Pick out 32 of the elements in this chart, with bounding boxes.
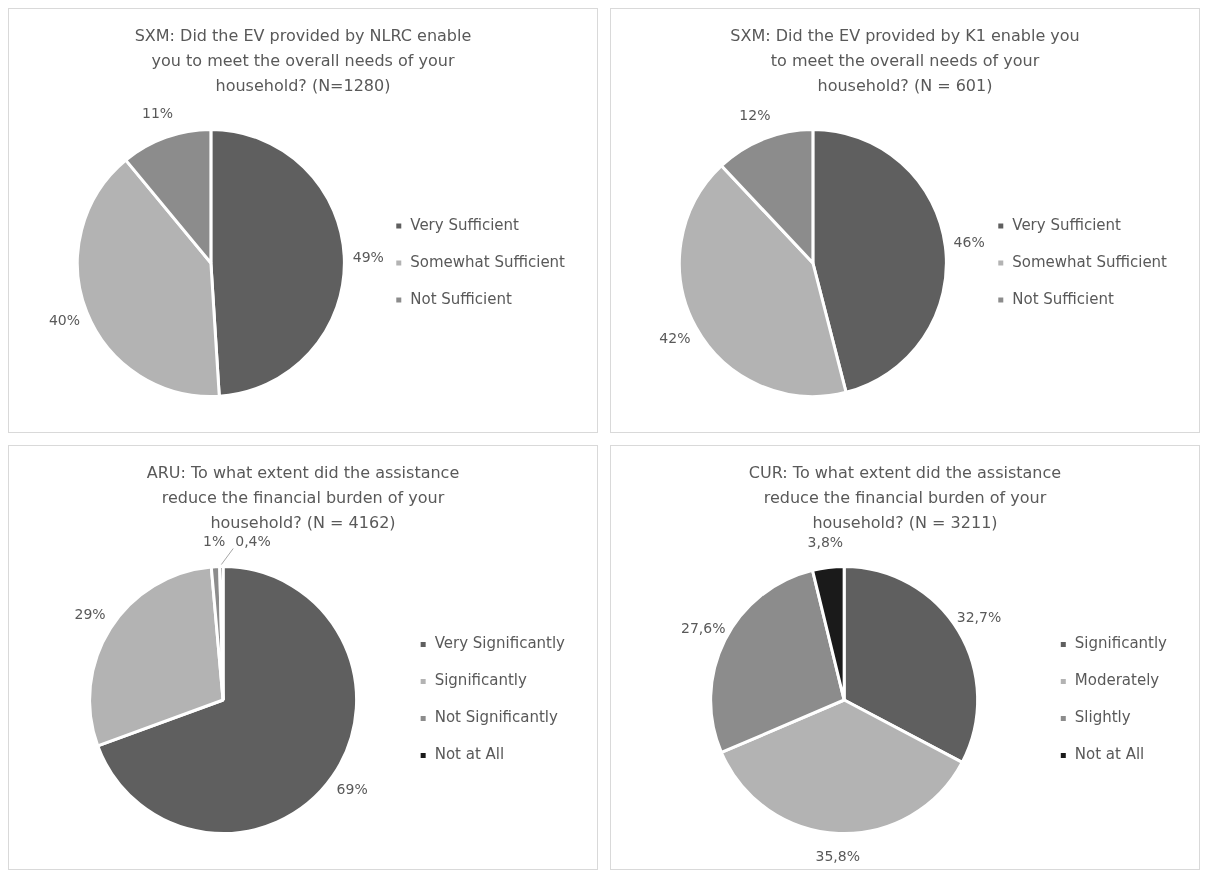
data-label: 35,8% [815,848,860,865]
data-label: 40% [48,311,81,328]
legend-label: Slightly [1074,708,1131,727]
legend-label: Significantly [434,671,527,690]
legend-label: Very Sufficient [410,215,520,234]
data-label: 3,8% [807,534,844,551]
data-label: 49% [352,248,384,265]
data-label: 42% [659,329,691,346]
legend-label: Somewhat Sufficient [410,252,566,271]
data-label: 27,6% [681,620,726,637]
chart-title: ARU: To what extent did the assistance reduce the financial burden of your household? (N = 4162) [145,462,461,534]
legend-label: Not at All [1074,745,1145,764]
legend-label: Very Significantly [434,634,566,653]
data-label: 1% [203,533,226,550]
chart-title: CUR: To what extent did the assistance reduce the financial burden of your household? (N = 3211) [747,462,1063,534]
legend-label: Significantly [1074,634,1168,653]
data-label: 12% [739,107,771,124]
legend-label: Not Significantly [434,708,559,727]
legend-label: Not Sufficient [410,289,513,308]
data-label: 0,4% [235,533,271,550]
legend-label: Very Sufficient [1012,215,1122,234]
legend-label: Moderately [1074,671,1160,690]
data-label: 11% [141,105,174,122]
data-label: 29% [74,606,106,623]
legend-label: Not Sufficient [1012,289,1115,308]
legend-label: Not at All [434,745,505,764]
data-label: 69% [336,780,368,797]
data-label: 32,7% [956,609,1002,626]
legend-label: Somewhat Sufficient [1012,252,1168,271]
chart-title: SXM: Did the EV provided by NLRC enable you to meet the overall needs of your household? (N=1280) [133,25,473,97]
chart-title: SXM: Did the EV provided by K1 enable you to meet the overall needs of your household? (N = 601) [729,25,1081,97]
data-label: 46% [953,233,985,250]
